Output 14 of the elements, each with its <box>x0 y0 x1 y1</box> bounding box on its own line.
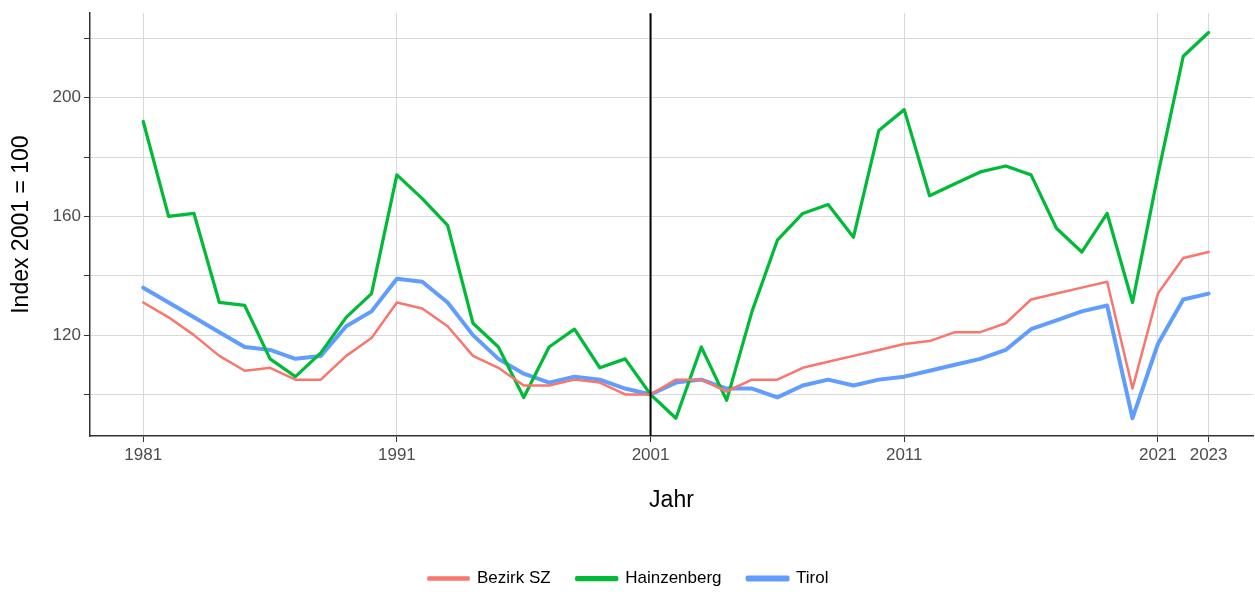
legend-label: Tirol <box>796 568 829 588</box>
x-tick-label: 1981 <box>124 444 163 464</box>
y-tick-label: 200 <box>52 87 81 107</box>
y-tick-label: 120 <box>52 324 81 344</box>
x-tick-label: 2021 <box>1138 444 1177 464</box>
y-axis-title: Index 2001 = 100 <box>7 135 34 314</box>
y-tick-label: 160 <box>52 206 81 226</box>
x-axis-title: Jahr <box>649 485 695 512</box>
x-tick-label: 2001 <box>631 444 670 464</box>
legend-label: Bezirk SZ <box>477 568 551 588</box>
legend-label: Hainzenberg <box>625 568 722 588</box>
x-tick-label: 2023 <box>1189 444 1228 464</box>
x-tick-label: 1991 <box>377 444 416 464</box>
x-tick-label: 2011 <box>885 444 923 464</box>
